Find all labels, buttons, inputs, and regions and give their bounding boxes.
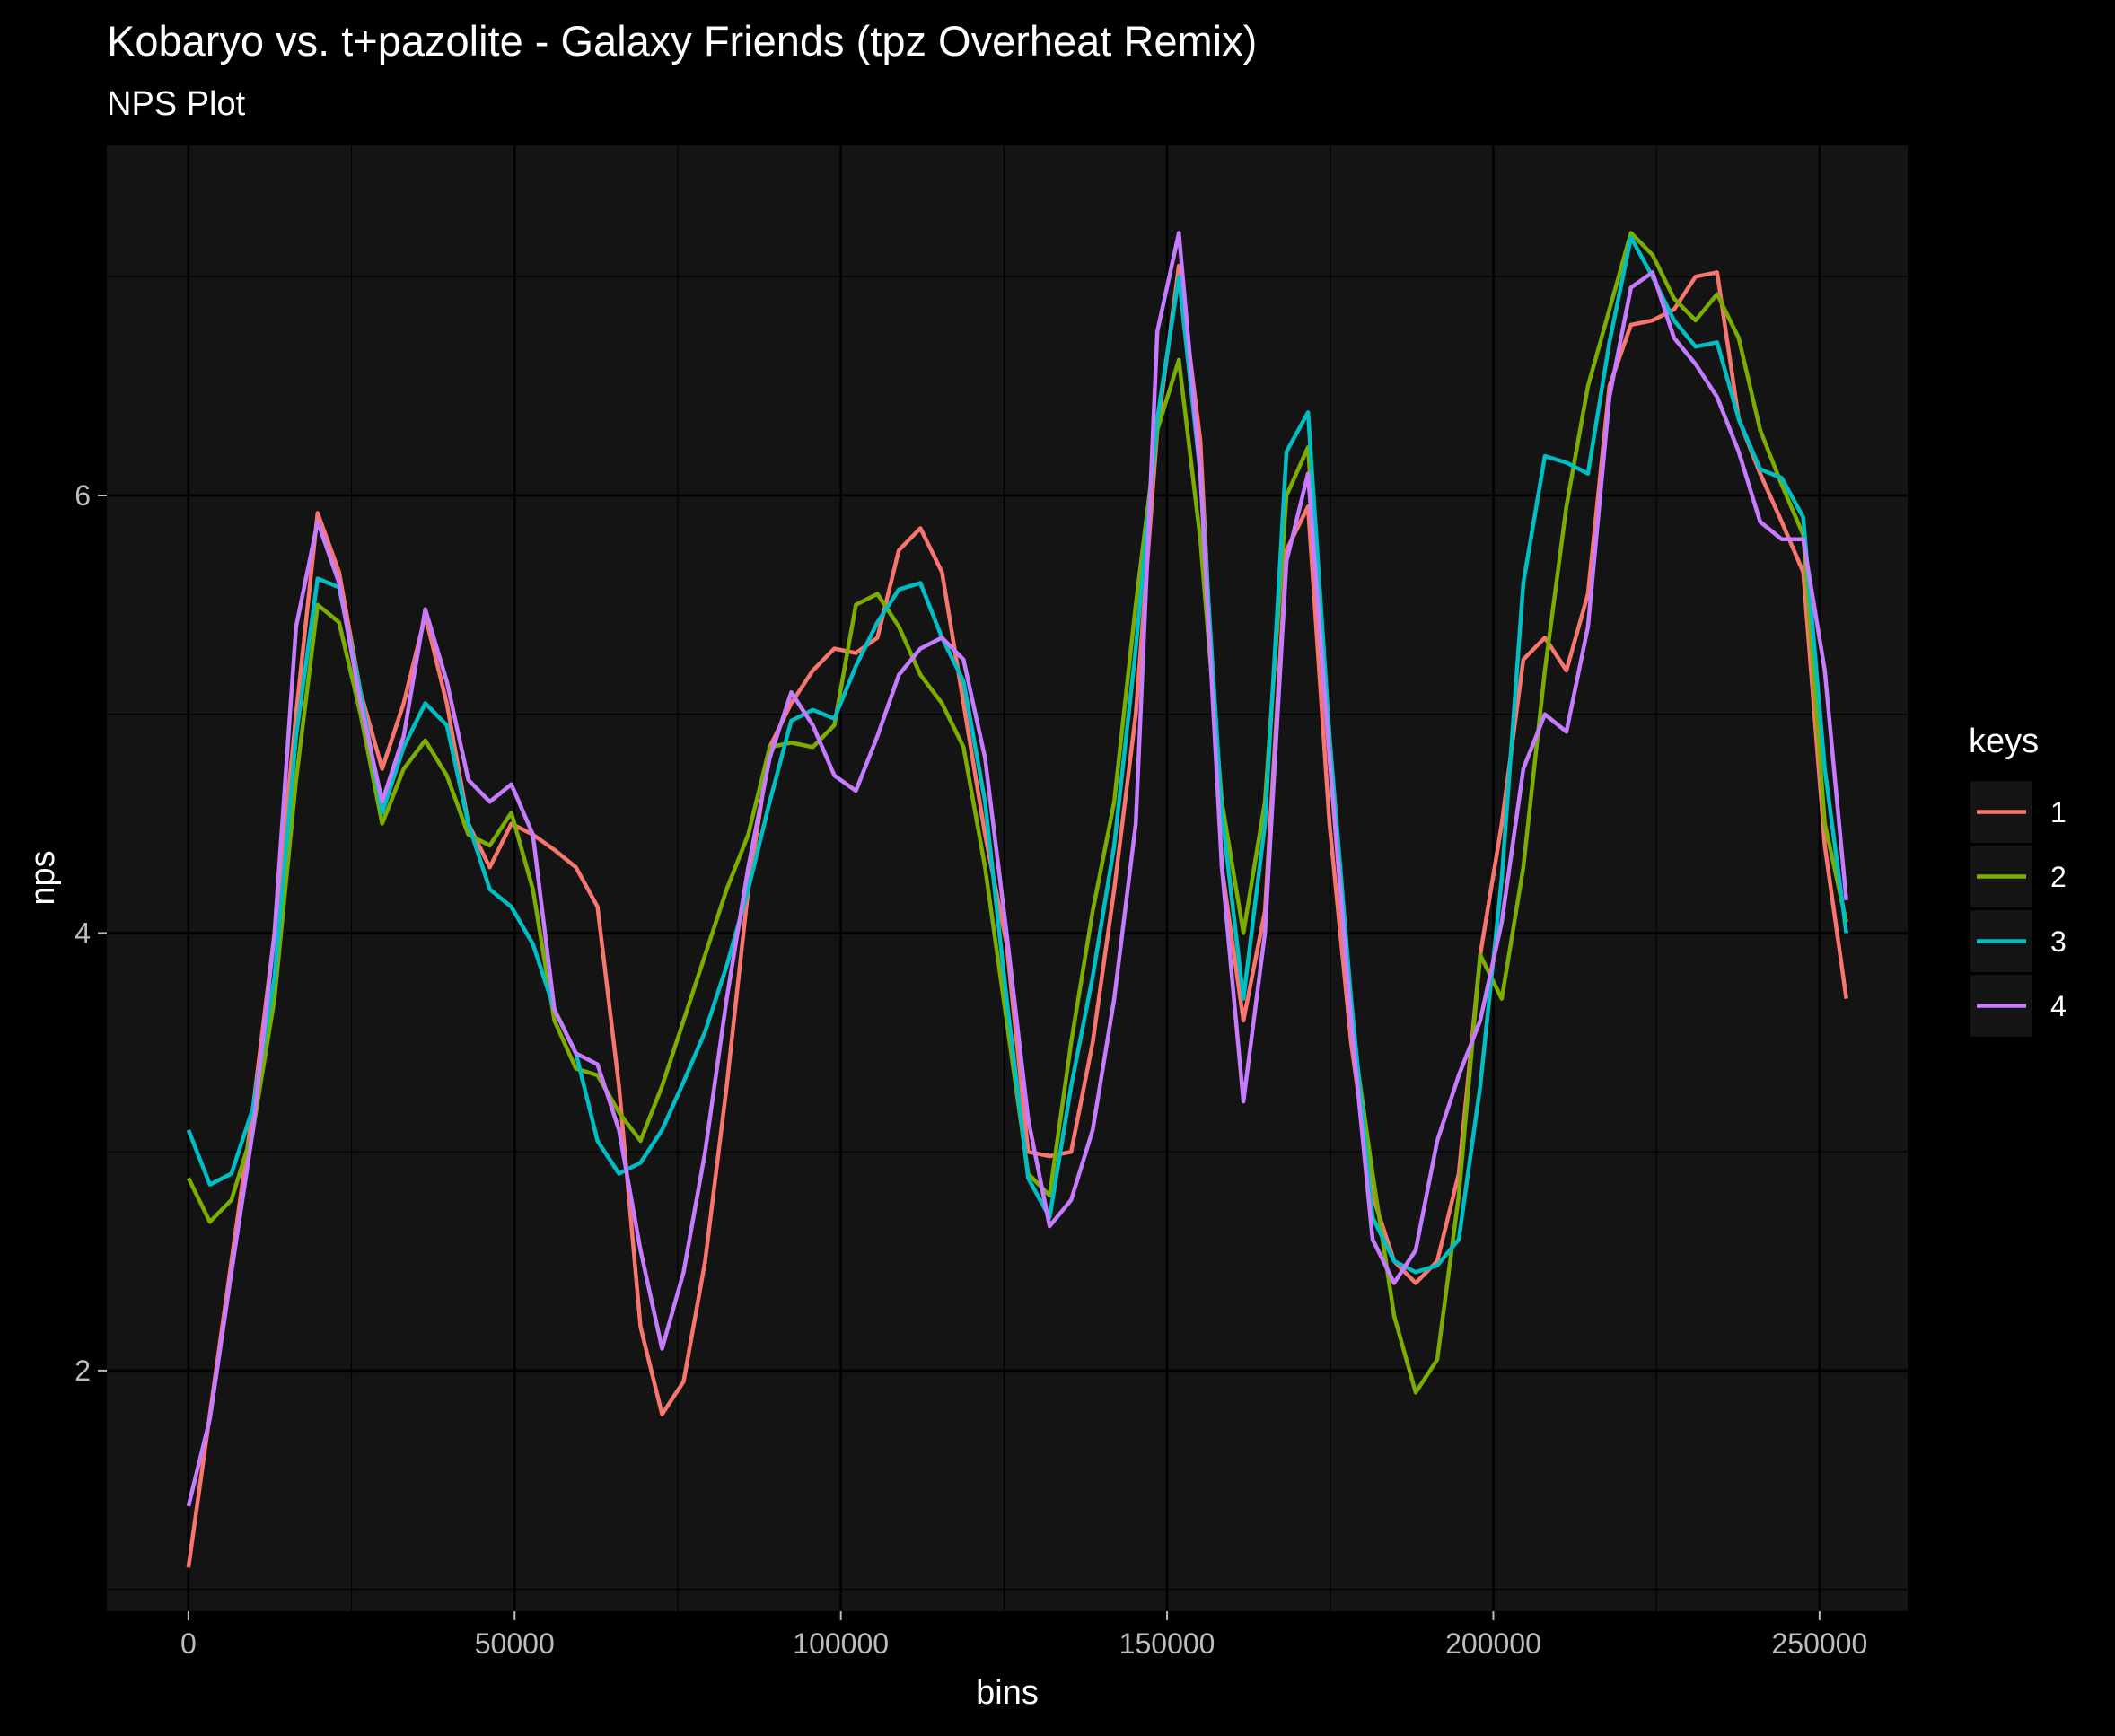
x-tick-label-5: 250000 — [1771, 1627, 1867, 1660]
plot-panel — [107, 145, 1908, 1611]
y-tick-label-2: 6 — [75, 479, 91, 512]
y-axis: 2 4 6 — [75, 479, 107, 1387]
x-tick-label-4: 200000 — [1445, 1627, 1541, 1660]
chart-title: Kobaryo vs. t+pazolite - Galaxy Friends … — [107, 17, 1257, 65]
x-tick-label-2: 100000 — [793, 1627, 889, 1660]
y-axis-title: nps — [24, 850, 62, 905]
y-tick-label-1: 4 — [75, 916, 91, 949]
legend-items: 1 2 3 4 — [1970, 781, 2067, 1037]
legend-title: keys — [1969, 723, 2039, 760]
series-line-3 — [186, 235, 1848, 1275]
x-axis: 0 50000 100000 150000 200000 250000 — [180, 1611, 1867, 1660]
series-line-4 — [186, 231, 1848, 1507]
series-lines — [186, 231, 1848, 1568]
legend-label-3: 3 — [2050, 925, 2067, 958]
legend-label-1: 1 — [2050, 796, 2067, 829]
x-tick-label-1: 50000 — [475, 1627, 555, 1660]
y-tick-label-0: 2 — [75, 1355, 91, 1387]
x-tick-label-0: 0 — [180, 1627, 197, 1660]
x-tick-label-3: 150000 — [1119, 1627, 1215, 1660]
legend-label-4: 4 — [2050, 990, 2067, 1022]
legend: keys 1 2 3 4 — [1969, 723, 2067, 1037]
chart-subtitle: NPS Plot — [107, 85, 246, 123]
x-axis-title: bins — [976, 1674, 1039, 1712]
legend-label-2: 2 — [2050, 861, 2067, 893]
